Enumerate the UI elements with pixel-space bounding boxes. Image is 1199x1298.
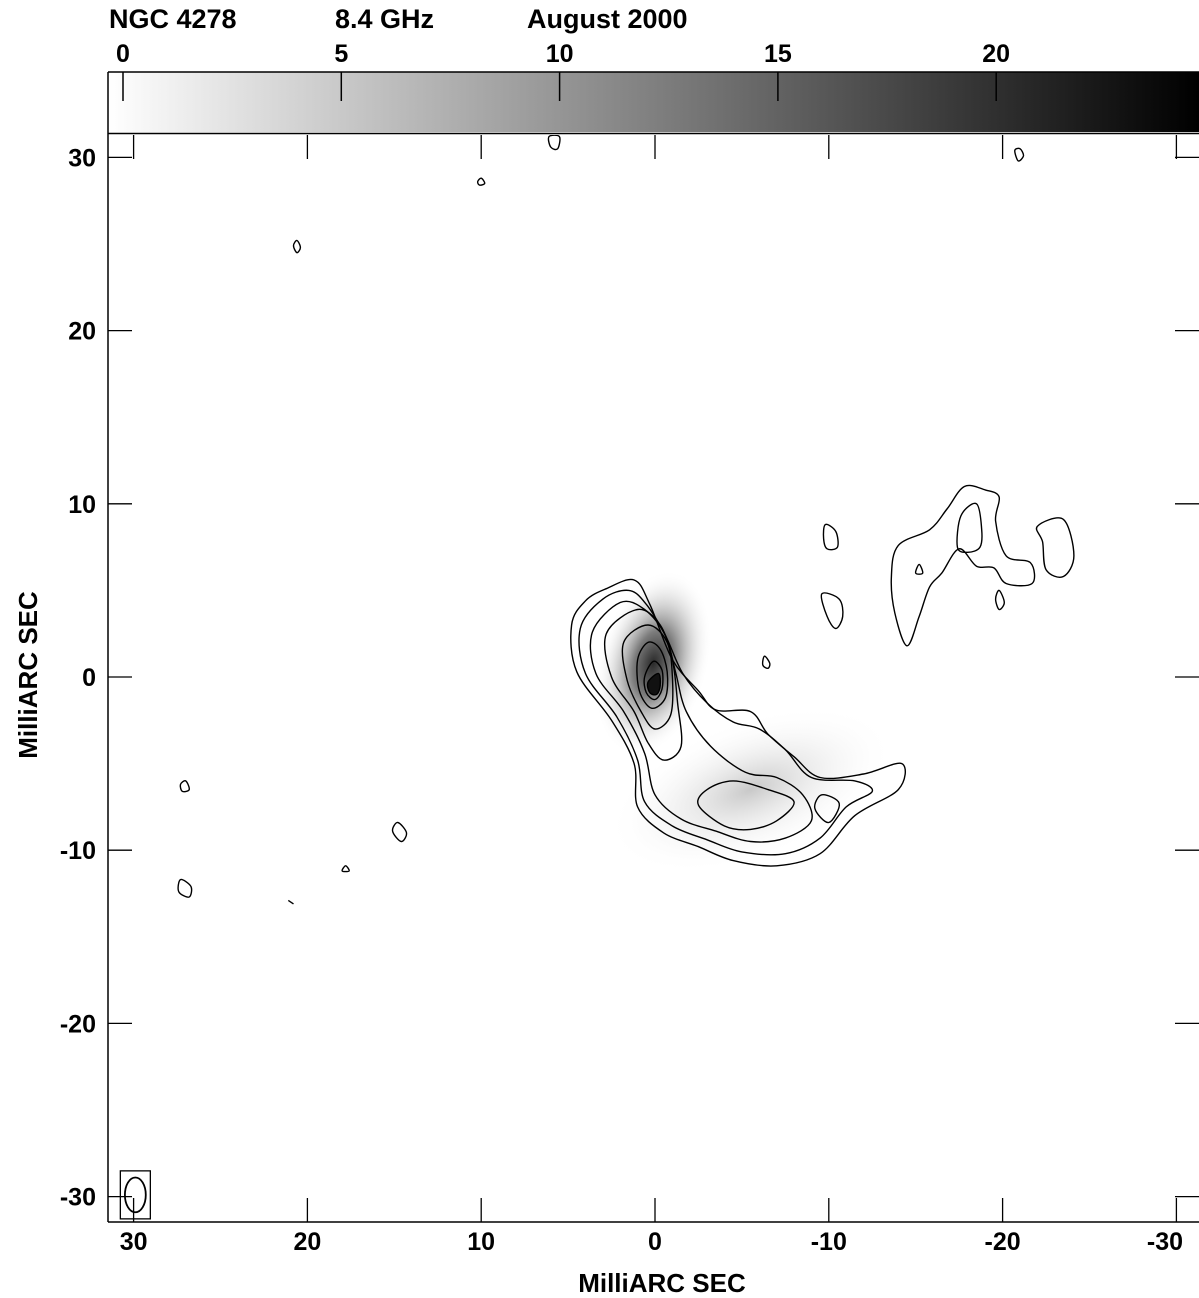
frequency-label: 8.4 GHz <box>335 4 435 34</box>
x-tick-labels: 30 20 10 0 -10 -20 -30 <box>120 1228 1183 1256</box>
intensity-shading <box>594 570 894 873</box>
contour-level-1 <box>890 484 1036 647</box>
x-axis-title: MilliARC SEC <box>578 1268 746 1298</box>
contour-level-2 <box>813 794 840 824</box>
x-tick-label: -20 <box>985 1228 1021 1256</box>
x-tick-label: 10 <box>467 1228 495 1256</box>
contour-level-1 <box>761 655 771 670</box>
x-tick-label: 0 <box>648 1228 662 1256</box>
colorbar-tick-label: 15 <box>764 40 792 68</box>
colorbar-tick-label: 10 <box>546 40 574 68</box>
y-tick-label: 0 <box>82 664 96 692</box>
beam-ellipse <box>123 1176 147 1214</box>
jet-glow <box>607 706 894 873</box>
contour-level-4 <box>603 608 683 761</box>
beam-marker <box>119 1170 151 1220</box>
y-tick-label: 30 <box>68 144 96 172</box>
core-glow <box>594 570 712 757</box>
contour-level-1 <box>914 563 924 575</box>
contour-level-1 <box>820 592 844 630</box>
contour-level-1 <box>179 780 190 793</box>
contour-level-6 <box>636 641 669 710</box>
y-tick-labels: 30 20 10 0 -10 -20 -30 <box>60 144 96 1211</box>
contour-level-1 <box>822 523 839 551</box>
beam-box <box>119 1170 151 1220</box>
contour-level-1 <box>476 177 486 186</box>
y-tick-label: 10 <box>68 491 96 519</box>
y-tick-label: -10 <box>60 837 96 865</box>
colorbar-tick-label: 0 <box>116 40 130 68</box>
y-tick-label: -30 <box>60 1184 96 1212</box>
contour-level-5 <box>621 624 674 730</box>
colorbar: 0 5 10 15 20 <box>108 40 1199 132</box>
x-tick-label: 30 <box>120 1228 148 1256</box>
source-name: NGC 4278 <box>109 4 237 34</box>
contour-level-8 <box>646 672 662 696</box>
contour-level-1 <box>341 865 350 873</box>
colorbar-ticks <box>122 72 997 101</box>
x-tick-label: -10 <box>811 1228 847 1256</box>
contour-level-1 <box>994 589 1005 611</box>
contour-level-7 <box>643 660 664 701</box>
contour-level-1 <box>177 878 193 898</box>
colorbar-gradient <box>108 72 1199 132</box>
colorbar-tick-labels: 0 5 10 15 20 <box>116 40 1010 68</box>
colorbar-tick-label: 5 <box>334 40 348 68</box>
contour-level-1 <box>1035 517 1075 578</box>
contour-level-2 <box>956 502 983 554</box>
contour-lines <box>177 135 1075 905</box>
contour-level-1 <box>391 821 408 843</box>
contour-level-1 <box>570 578 906 867</box>
x-tick-label: -30 <box>1147 1228 1183 1256</box>
contour-level-1 <box>287 899 294 905</box>
plot-panel <box>107 71 1199 1223</box>
contour-level-1 <box>1014 147 1025 162</box>
axis-ticks <box>108 135 1199 1222</box>
contour-level-1 <box>547 135 561 151</box>
epoch-label: August 2000 <box>527 4 688 34</box>
x-tick-label: 20 <box>293 1228 321 1256</box>
y-tick-label: -20 <box>60 1010 96 1038</box>
colorbar-tick-label: 20 <box>982 40 1010 68</box>
contour-level-2 <box>697 780 795 831</box>
y-axis-title: MilliARC SEC <box>13 591 43 759</box>
y-tick-label: 20 <box>68 318 96 346</box>
contour-level-1 <box>292 239 302 254</box>
